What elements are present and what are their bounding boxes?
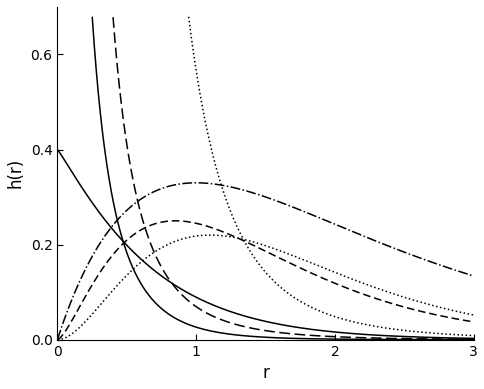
X-axis label: r: r	[261, 364, 269, 382]
Y-axis label: h(r): h(r)	[7, 158, 25, 188]
